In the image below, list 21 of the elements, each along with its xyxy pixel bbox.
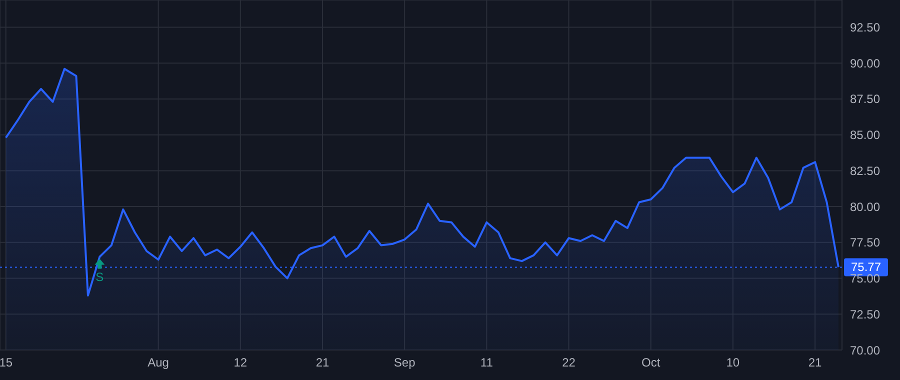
x-tick-label: Aug: [148, 356, 169, 370]
y-tick-label: 72.50: [850, 307, 880, 322]
x-tick-label: 12: [234, 356, 248, 370]
y-tick-label: 77.50: [850, 236, 880, 250]
y-tick-label: 70.00: [850, 343, 880, 358]
ref-line-label: 75.77: [850, 260, 882, 274]
y-tick-label: 85.00: [850, 128, 880, 142]
x-tick-label: Sep: [394, 356, 416, 370]
x-tick-label: 21: [316, 356, 330, 370]
x-tick-label: 15: [0, 356, 13, 370]
x-tick-label: 21: [808, 356, 822, 370]
x-tick-label: Oct: [642, 356, 661, 370]
y-tick-label: 87.50: [850, 92, 880, 106]
x-tick-label: 11: [480, 356, 494, 370]
x-tick-label: 22: [562, 356, 576, 370]
y-tick-label: 80.00: [850, 200, 880, 214]
y-tick-label: 92.50: [850, 20, 880, 35]
annotation: S: [96, 270, 104, 284]
y-tick-label: 82.50: [850, 164, 880, 178]
y-tick-label: 90.00: [850, 56, 880, 70]
x-tick-label: 10: [726, 356, 740, 370]
